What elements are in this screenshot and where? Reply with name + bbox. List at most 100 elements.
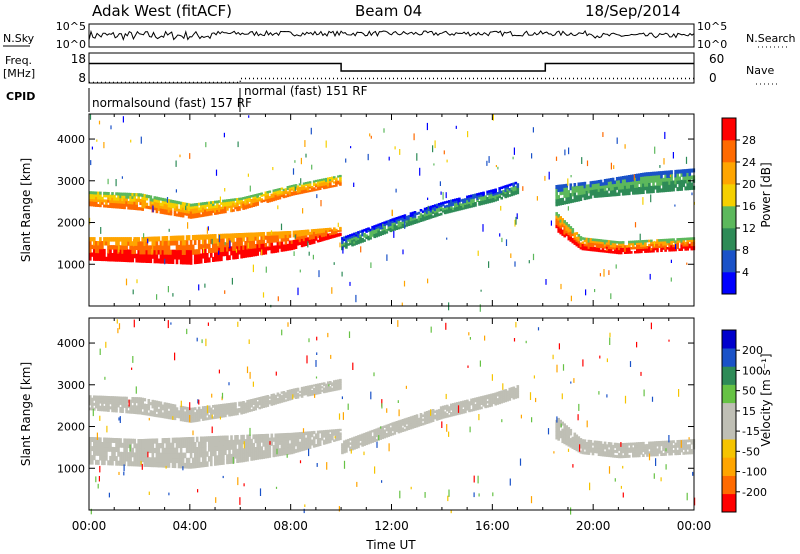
- scatter-cell: [333, 387, 336, 390]
- scatter-cell: [183, 406, 187, 410]
- scatter-cell: [216, 411, 219, 414]
- scatter-cell: [480, 192, 483, 195]
- scatter-cell: [339, 382, 342, 385]
- scatter-cell: [634, 449, 637, 453]
- scatter-cell: [292, 230, 296, 235]
- scatter-cell: [563, 222, 566, 227]
- scatter-cell: [157, 447, 161, 454]
- scatter-cell: [264, 397, 268, 400]
- scatter-cell: [357, 235, 360, 238]
- scatter-cell: [260, 400, 263, 403]
- scatter-cell: [644, 242, 647, 245]
- scatter-cell: [603, 190, 607, 195]
- scatter-cell: [450, 405, 453, 409]
- scatter-cell: [210, 248, 213, 254]
- scatter-cell: [266, 402, 270, 405]
- scatter-cell: [379, 231, 382, 234]
- scatter-cell: [89, 450, 92, 456]
- scatter-cell: [89, 437, 92, 442]
- scatter-cell: [359, 442, 362, 446]
- scatter-cell: [636, 173, 639, 178]
- scatter-cell: [339, 385, 342, 389]
- scatter-cell: [248, 232, 251, 238]
- scatter-cell: [183, 249, 187, 255]
- scatter-cell: [121, 253, 124, 258]
- scatter-cell: [452, 207, 455, 211]
- scatter-cell: [316, 390, 320, 393]
- scatter-cell: [607, 248, 611, 252]
- scatter-cell: [425, 215, 429, 218]
- scatter-cell: [292, 246, 296, 250]
- scatter-cell: [91, 446, 94, 452]
- scatter-cell: [308, 431, 312, 435]
- noise-frame: [88, 23, 695, 48]
- scatter-cell: [500, 192, 503, 196]
- scatter-cell: [115, 396, 118, 400]
- scatter-cell: [389, 229, 393, 233]
- scatter-cell: [298, 188, 302, 191]
- scatter-cell: [674, 447, 677, 451]
- scatter-cell: [195, 212, 199, 216]
- scatter-cell: [492, 193, 495, 196]
- scatter-cell: [250, 248, 253, 253]
- scatter-cell: [617, 249, 621, 253]
- speckle-cell: [432, 145, 434, 153]
- scatter-cell: [583, 187, 587, 192]
- scatter-cell: [175, 240, 179, 246]
- scatter-cell: [682, 176, 685, 181]
- scatter-cell: [149, 258, 153, 264]
- scatter-cell: [125, 245, 128, 250]
- scatter-cell: [512, 182, 516, 186]
- scatter-cell: [149, 249, 153, 255]
- scatter-cell: [617, 455, 621, 459]
- scatter-cell: [595, 238, 599, 242]
- scatter-cell: [349, 442, 352, 445]
- scatter-cell: [169, 207, 173, 211]
- scatter-cell: [165, 452, 169, 458]
- scatter-cell: [175, 452, 179, 459]
- scatter-cell: [425, 209, 429, 212]
- speckle-cell: [532, 127, 534, 133]
- scatter-cell: [278, 451, 282, 457]
- scatter-cell: [113, 447, 116, 452]
- scatter-cell: [161, 443, 165, 449]
- scatter-cell: [498, 193, 501, 196]
- scatter-cell: [621, 455, 625, 459]
- scatter-cell: [646, 189, 649, 194]
- scatter-cell: [179, 452, 183, 459]
- scatter-cell: [89, 191, 92, 195]
- scatter-cell: [214, 207, 217, 211]
- scatter-cell: [363, 435, 366, 438]
- scatter-cell: [183, 416, 187, 420]
- scatter-cell: [179, 447, 183, 454]
- scatter-cell: [175, 457, 179, 464]
- scatter-cell: [89, 237, 92, 242]
- scatter-cell: [593, 249, 597, 252]
- scatter-cell: [139, 452, 142, 458]
- scatter-cell: [262, 434, 265, 439]
- scatter-cell: [611, 177, 615, 182]
- scatter-cell: [159, 197, 163, 201]
- scatter-cell: [141, 448, 144, 454]
- speckle-cell: [672, 152, 674, 159]
- scatter-cell: [296, 432, 300, 437]
- scatter-cell: [232, 209, 235, 212]
- scatter-cell: [107, 241, 110, 246]
- scatter-cell: [331, 185, 334, 188]
- scatter-cell: [143, 438, 147, 444]
- scatter-cell: [220, 211, 223, 214]
- scatter-cell: [294, 391, 298, 394]
- scatter-cell: [282, 195, 286, 199]
- scatter-cell: [373, 431, 376, 434]
- scatter-cell: [201, 456, 205, 463]
- scatter-cell: [300, 241, 304, 245]
- scatter-cell: [101, 403, 104, 407]
- scatter-cell: [161, 245, 165, 251]
- scatter-cell: [214, 416, 217, 419]
- scatter-cell: [347, 243, 350, 246]
- scatter-cell: [125, 396, 128, 400]
- scatter-cell: [119, 237, 122, 242]
- scatter-cell: [615, 455, 619, 458]
- scatter-cell: [625, 442, 629, 446]
- scatter-cell: [195, 411, 199, 415]
